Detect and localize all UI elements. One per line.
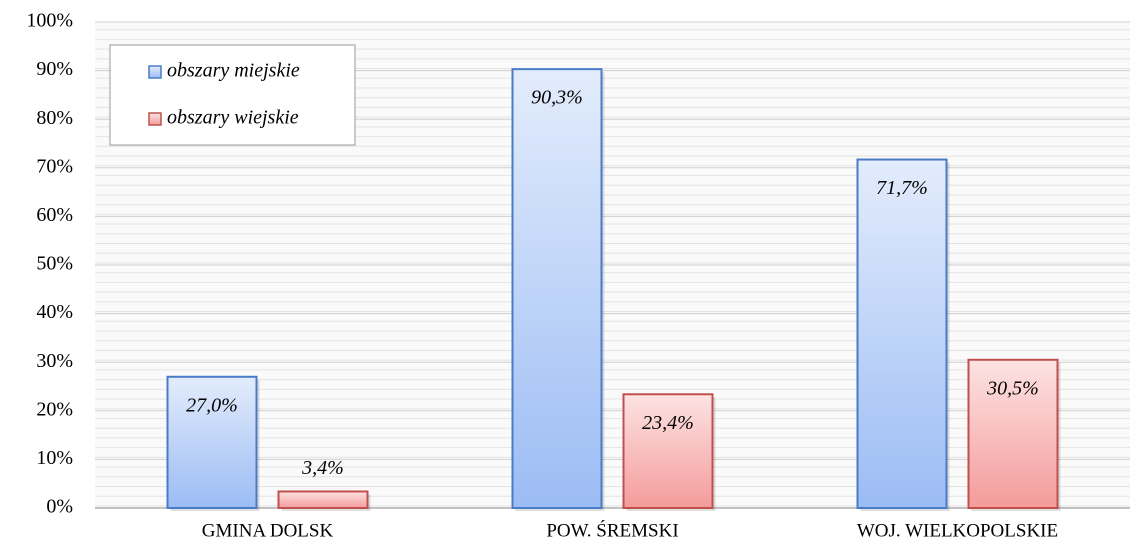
value-label: 27,0% (186, 394, 238, 416)
legend-swatch (148, 65, 162, 79)
y-tick-label: 20% (36, 398, 73, 420)
value-label: 23,4% (642, 412, 694, 434)
bar (277, 490, 369, 510)
y-tick-label: 100% (26, 10, 73, 32)
legend-box (109, 44, 356, 146)
legend-swatch (148, 112, 162, 126)
y-tick-label: 30% (36, 350, 73, 372)
y-tick-label: 40% (36, 301, 73, 323)
y-tick-label: 10% (36, 447, 73, 469)
legend-label: obszary wiejskie (167, 107, 299, 129)
y-tick-label: 80% (36, 107, 73, 129)
x-tick-label: WOJ. WIELKOPOLSKIE (857, 520, 1058, 541)
y-tick-label: 60% (36, 204, 73, 226)
value-label: 3,4% (301, 457, 344, 479)
x-tick-label: GMINA DOLSK (202, 520, 334, 541)
y-tick-label: 90% (36, 58, 73, 80)
value-label: 90,3% (531, 87, 583, 109)
x-tick-label: POW. ŚREMSKI (546, 519, 678, 541)
value-label: 30,5% (986, 377, 1039, 399)
bar (622, 393, 714, 509)
bar (511, 68, 603, 509)
y-tick-label: 50% (36, 253, 73, 275)
value-label: 71,7% (876, 177, 928, 199)
bar (967, 358, 1059, 509)
y-tick-label: 70% (36, 155, 73, 177)
bar (856, 158, 948, 509)
y-tick-label: 0% (46, 496, 73, 518)
legend-label: obszary miejskie (167, 60, 300, 82)
bar (166, 375, 258, 509)
